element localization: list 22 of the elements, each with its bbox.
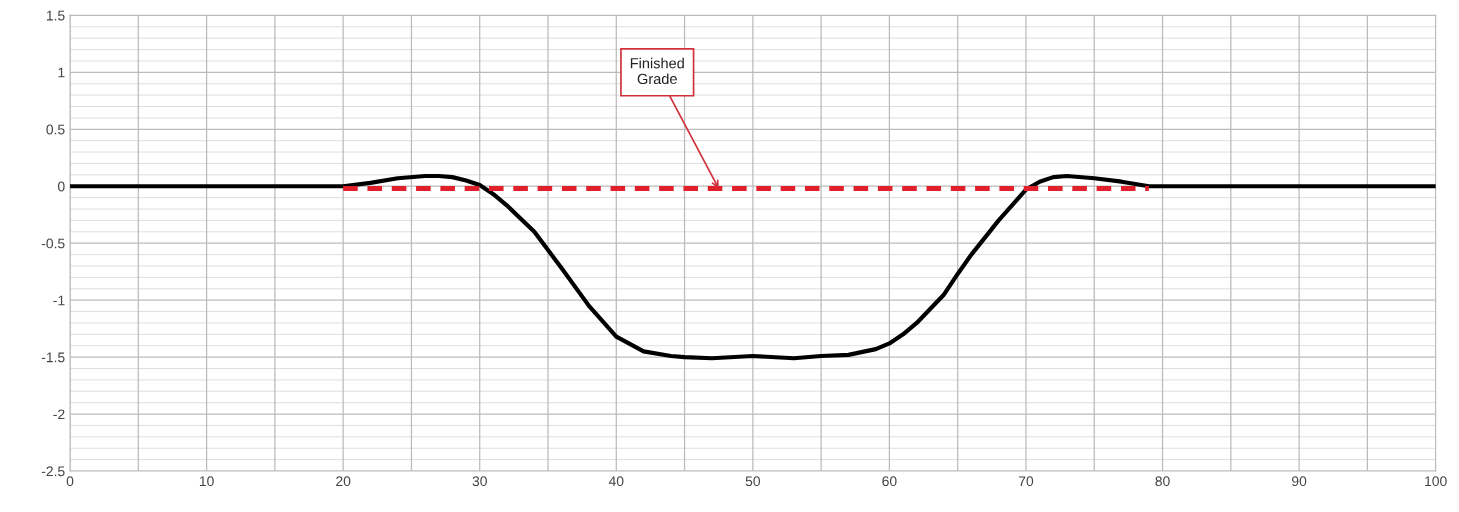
y-tick-label: 1.5 bbox=[46, 10, 65, 21]
y-tick-label: -1.5 bbox=[41, 352, 65, 363]
y-tick-label: -0.5 bbox=[41, 238, 65, 249]
x-tick-label: 20 bbox=[336, 476, 351, 487]
x-tick-label: 10 bbox=[199, 476, 214, 487]
x-tick-label: 100 bbox=[1425, 476, 1447, 487]
x-tick-label: 40 bbox=[608, 476, 624, 487]
x-tick-label: 50 bbox=[745, 476, 761, 487]
x-tick-label: 90 bbox=[1292, 476, 1307, 487]
x-tick-label: 0 bbox=[66, 476, 74, 487]
x-tick-label: 30 bbox=[472, 476, 487, 487]
y-tick-label: 1 bbox=[58, 67, 65, 78]
y-tick-label: -2.5 bbox=[41, 466, 65, 477]
x-tick-label: 70 bbox=[1018, 476, 1034, 487]
annotation: Finished Grade bbox=[630, 57, 684, 85]
y-tick-label: 0.5 bbox=[46, 124, 65, 135]
y-tick-label: -1 bbox=[53, 295, 65, 306]
y-tick-label: 0 bbox=[57, 181, 65, 192]
x-tick-label: 60 bbox=[882, 476, 897, 487]
y-tick-label: -2 bbox=[53, 409, 65, 420]
line-series bbox=[70, 173, 1436, 361]
x-tick-label: 80 bbox=[1155, 476, 1170, 487]
